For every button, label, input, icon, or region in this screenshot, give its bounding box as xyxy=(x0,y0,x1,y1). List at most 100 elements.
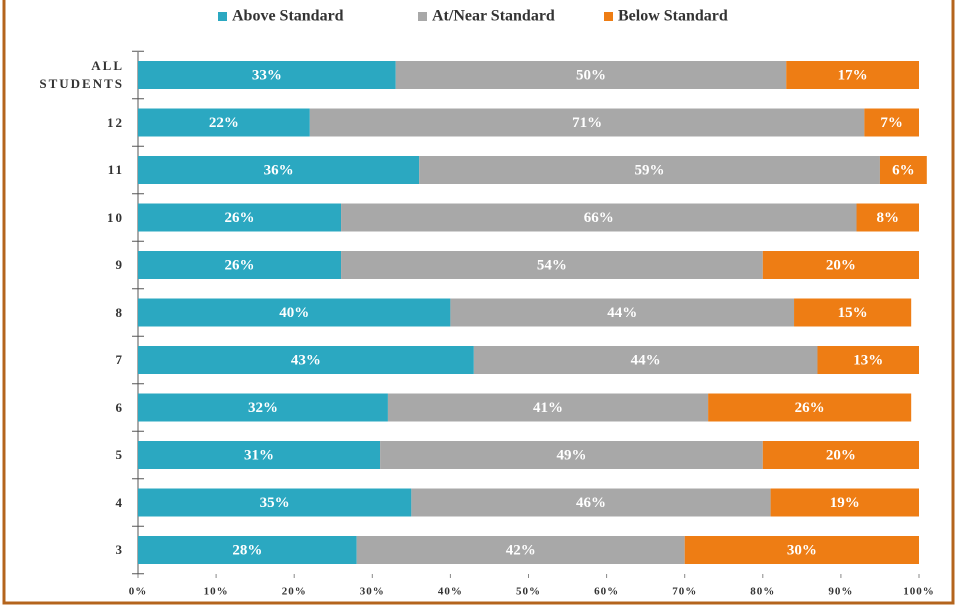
legend-swatch xyxy=(418,12,427,21)
bar-segment xyxy=(138,346,474,374)
bar-segment xyxy=(817,346,919,374)
data-label: 44% xyxy=(631,352,661,368)
data-label: 6% xyxy=(892,162,915,178)
data-label: 19% xyxy=(830,495,860,511)
y-tick-label: 3 xyxy=(115,542,124,557)
category-label-box: 12 xyxy=(107,114,124,130)
category-label-box: ALL STUDENTS xyxy=(39,58,124,91)
data-label: 15% xyxy=(838,305,868,321)
bar-segment xyxy=(341,203,857,232)
data-label: 28% xyxy=(232,542,262,558)
data-label: 13% xyxy=(853,352,883,368)
legend-swatch xyxy=(218,12,227,21)
x-tick-label: 30% xyxy=(360,586,385,598)
x-tick-label: 50% xyxy=(516,586,541,598)
data-label: 26% xyxy=(225,210,255,226)
bar-segment xyxy=(762,251,919,279)
data-label: 43% xyxy=(291,352,321,368)
data-label: 46% xyxy=(576,495,606,511)
category-label-box: 8 xyxy=(115,304,124,320)
bar-segment xyxy=(411,488,771,517)
data-label: 41% xyxy=(533,400,563,416)
bar-segment xyxy=(138,156,420,184)
data-label: 22% xyxy=(209,115,239,131)
x-tick-label: 0% xyxy=(129,586,148,598)
y-tick-label: 12 xyxy=(107,114,124,130)
bar-segment xyxy=(138,203,342,232)
legend-swatch xyxy=(604,12,613,21)
y-tick-label: 6 xyxy=(115,399,124,415)
bar-segment xyxy=(684,536,919,564)
bar-segment xyxy=(341,251,763,279)
bar-segment xyxy=(450,298,795,327)
bar-segment xyxy=(419,156,880,184)
bar-segment xyxy=(138,488,412,517)
x-tick-label: 10% xyxy=(204,586,229,598)
data-label: 66% xyxy=(584,210,614,226)
y-tick-label: 5 xyxy=(115,447,124,462)
data-label: 30% xyxy=(787,542,817,558)
legend-label: Below Standard xyxy=(618,8,728,25)
data-label: 32% xyxy=(248,400,278,416)
bar-segment xyxy=(395,61,787,89)
x-tick-label: 20% xyxy=(282,586,307,598)
x-tick-label: 80% xyxy=(750,586,775,598)
bar-segment xyxy=(138,393,388,422)
data-label: 17% xyxy=(838,67,868,83)
category-label-box: 9 xyxy=(115,257,124,272)
bar-segment xyxy=(786,61,919,89)
data-label: 31% xyxy=(244,447,274,463)
data-label: 8% xyxy=(877,210,900,226)
bar-segment xyxy=(762,441,919,469)
data-label: 35% xyxy=(260,495,290,511)
bar-segment xyxy=(770,488,919,517)
legend-label: Above Standard xyxy=(232,8,344,25)
bar-segment xyxy=(138,298,451,327)
category-label-box: 7 xyxy=(115,352,124,367)
bar-segment xyxy=(138,108,310,137)
data-label: 26% xyxy=(795,400,825,416)
bar-segment xyxy=(864,108,919,137)
y-tick-label: 8 xyxy=(115,304,124,320)
bar-segment xyxy=(138,536,357,564)
data-label: 42% xyxy=(506,542,536,558)
bar-segment xyxy=(387,393,709,422)
category-label-box: 10 xyxy=(107,209,124,225)
category-label-box: 11 xyxy=(107,162,124,177)
data-label: 44% xyxy=(607,305,637,321)
bar-segment xyxy=(138,61,396,89)
data-label: 26% xyxy=(225,257,255,273)
data-label: 36% xyxy=(264,162,294,178)
x-tick-label: 90% xyxy=(828,586,853,598)
data-label: 20% xyxy=(826,257,856,273)
bar-segment xyxy=(708,393,912,422)
y-tick-label: ALL STUDENTS xyxy=(39,58,124,91)
bar-segment xyxy=(138,441,381,469)
bar-segment xyxy=(380,441,763,469)
category-label-box: 6 xyxy=(115,399,124,415)
category-label-box: 3 xyxy=(115,542,124,557)
data-label: 71% xyxy=(572,115,602,131)
y-tick-label: 7 xyxy=(115,352,124,367)
x-tick-label: 100% xyxy=(903,586,935,598)
x-tick-label: 60% xyxy=(594,586,619,598)
data-label: 49% xyxy=(556,447,586,463)
data-label: 33% xyxy=(252,67,282,83)
category-label-box: 5 xyxy=(115,447,124,462)
data-label: 40% xyxy=(279,305,309,321)
y-tick-label: 11 xyxy=(107,162,124,177)
data-label: 54% xyxy=(537,257,567,273)
bar-segment xyxy=(794,298,912,327)
bar-segment xyxy=(356,536,685,564)
y-tick-label: 10 xyxy=(107,209,124,225)
bar-segment xyxy=(473,346,818,374)
bar-segment xyxy=(879,156,927,184)
category-label-box: 4 xyxy=(116,495,123,510)
x-tick-label: 40% xyxy=(438,586,463,598)
y-tick-label: 9 xyxy=(115,257,124,272)
data-label: 20% xyxy=(826,447,856,463)
legend-label: At/Near Standard xyxy=(432,8,555,25)
data-label: 59% xyxy=(635,162,665,178)
